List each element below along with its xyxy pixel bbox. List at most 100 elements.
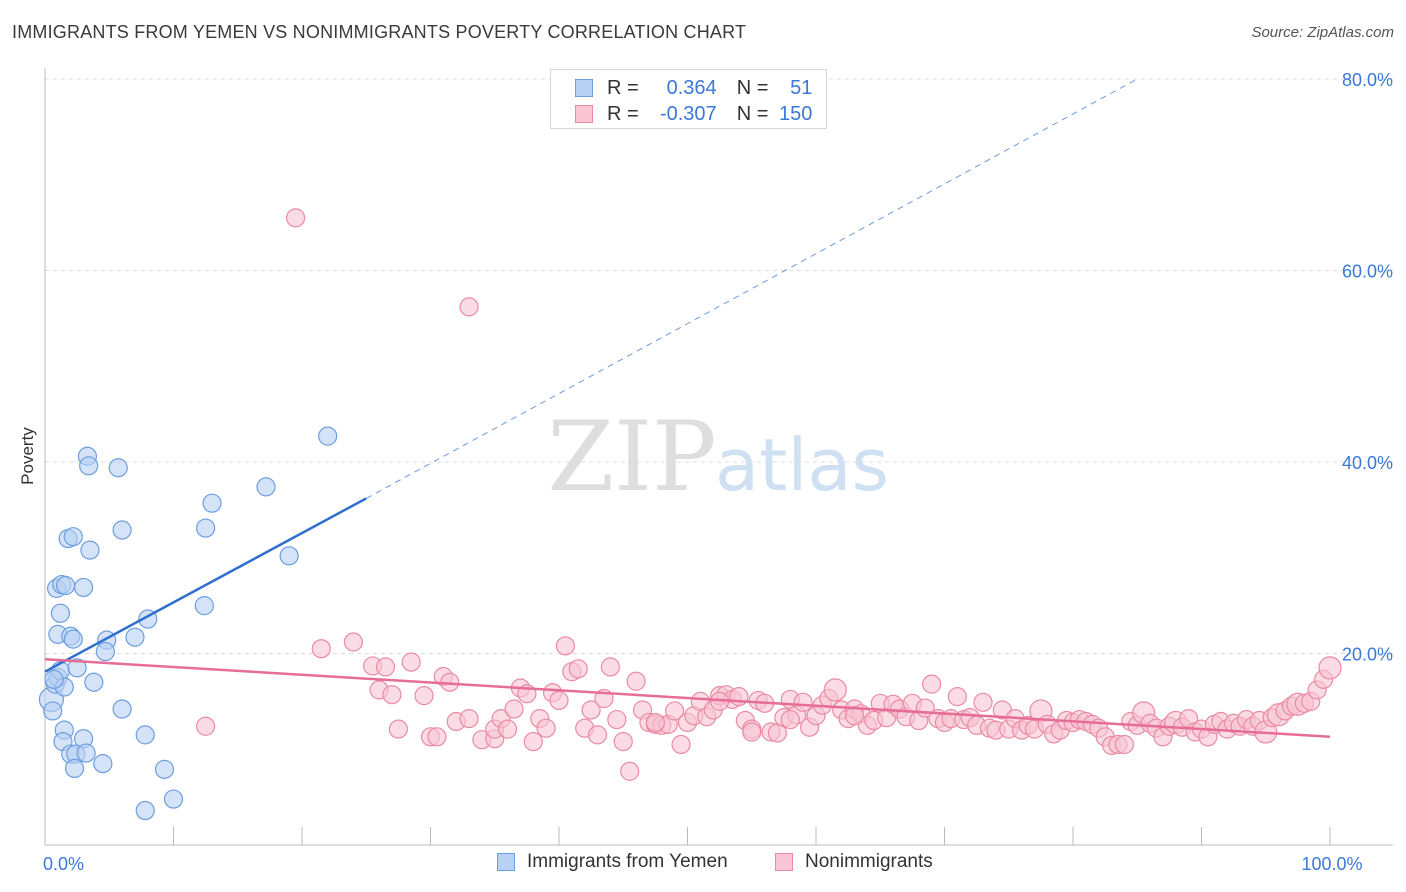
n-label: N = <box>736 76 769 99</box>
point-nonimmigrant <box>382 685 402 705</box>
point-yemen <box>67 658 87 678</box>
point-yemen <box>194 596 214 616</box>
point-yemen <box>125 627 145 647</box>
point-nonimmigrant <box>568 659 588 679</box>
point-nonimmigrant <box>844 706 865 726</box>
point-yemen <box>84 672 104 692</box>
legend-item-yemen: Immigrants from Yemen <box>497 851 728 873</box>
point-yemen <box>112 520 132 540</box>
point-nonimmigrant <box>626 671 646 691</box>
correlation-legend: R = 0.364 N = 51 R = -0.307 N = 150 <box>550 69 827 129</box>
point-nonimmigrant <box>311 639 331 659</box>
point-nonimmigrant <box>536 718 556 738</box>
watermark: ZIP atlas <box>547 401 889 513</box>
point-nonimmigrant <box>504 699 524 719</box>
chart-title: IMMIGRANTS FROM YEMEN VS NONIMMIGRANTS P… <box>12 22 747 42</box>
point-nonimmigrant <box>1114 734 1135 755</box>
trend-lines <box>44 78 1331 739</box>
point-nonimmigrant <box>793 692 813 712</box>
point-nonimmigrant <box>645 712 665 733</box>
point-yemen <box>44 669 64 689</box>
point-yemen <box>80 540 100 560</box>
y-axis-label: Poverty <box>18 427 37 485</box>
point-yemen <box>135 725 155 745</box>
legend-row-yemen: R = 0.364 N = 51 <box>575 76 812 100</box>
legend-item-nonimmigrants: Nonimmigrants <box>775 851 933 873</box>
trend-line-yemen <box>44 497 367 673</box>
point-yemen <box>93 754 113 774</box>
watermark-zip: ZIP <box>547 401 716 513</box>
legend-label-yemen: Immigrants from Yemen <box>527 851 728 872</box>
r-label: R = <box>607 76 639 99</box>
legend-swatch-yemen <box>497 853 515 871</box>
legend-swatch-nonimmigrants <box>775 853 793 871</box>
legend-swatch-nonimmigrants <box>575 105 593 123</box>
point-nonimmigrant <box>498 719 518 739</box>
point-nonimmigrant <box>196 716 216 736</box>
point-yemen <box>95 641 115 662</box>
r-value-yemen: 0.364 <box>666 76 717 99</box>
point-yemen <box>63 527 83 547</box>
n-value-yemen: 51 <box>790 76 813 99</box>
point-nonimmigrant <box>665 701 685 721</box>
point-yemen <box>196 518 216 538</box>
point-nonimmigrant <box>459 297 479 317</box>
point-nonimmigrant <box>780 709 800 730</box>
point-yemen <box>279 546 299 566</box>
point-nonimmigrant <box>922 674 942 694</box>
point-yemen <box>256 477 276 497</box>
point-nonimmigrant <box>414 686 434 706</box>
gridlines <box>45 78 1393 654</box>
point-yemen <box>154 759 175 779</box>
point-yemen <box>73 577 94 598</box>
point-yemen <box>55 575 76 596</box>
tick-labels: 20.0% 40.0% 60.0% 80.0% 0.0% 100.0% <box>43 70 1393 874</box>
legend-label-nonimmigrants: Nonimmigrants <box>805 851 933 872</box>
source-label: Source: ZipAtlas.com <box>1251 24 1394 41</box>
point-nonimmigrant <box>581 700 601 720</box>
point-yemen <box>76 743 96 763</box>
point-yemen <box>202 493 222 513</box>
point-nonimmigrant <box>607 709 627 730</box>
point-nonimmigrant <box>459 709 479 729</box>
n-value-nonimmigrants: 150 <box>779 102 813 125</box>
point-yemen <box>163 789 184 809</box>
point-nonimmigrant <box>671 734 691 755</box>
point-nonimmigrant <box>613 731 633 752</box>
y-tick-label: 80.0% <box>1342 70 1393 90</box>
point-nonimmigrant <box>600 657 621 677</box>
point-nonimmigrant <box>343 632 363 652</box>
point-yemen <box>79 456 99 476</box>
n-label: N = <box>736 102 769 125</box>
point-nonimmigrant <box>947 686 967 707</box>
point-yemen <box>43 701 63 721</box>
point-nonimmigrant <box>587 725 608 745</box>
point-nonimmigrant <box>523 731 543 752</box>
point-nonimmigrant <box>375 657 396 677</box>
watermark-atlas: atlas <box>715 423 889 507</box>
data-points <box>38 208 1342 821</box>
point-yemen <box>135 800 155 821</box>
r-label: R = <box>607 102 639 125</box>
point-nonimmigrant <box>729 686 749 707</box>
point-yemen <box>112 699 132 719</box>
x-tick-label: 100.0% <box>1301 854 1362 874</box>
point-nonimmigrant <box>388 719 408 739</box>
point-yemen <box>318 426 338 446</box>
point-nonimmigrant <box>549 690 569 711</box>
point-yemen <box>50 603 71 623</box>
point-nonimmigrant <box>620 761 640 781</box>
point-nonimmigrant <box>555 636 576 656</box>
y-tick-label: 40.0% <box>1342 453 1393 473</box>
point-nonimmigrant <box>973 692 993 712</box>
point-nonimmigrant <box>401 652 421 672</box>
trend-line-nonimmigrants <box>44 657 1331 739</box>
legend-row-nonimmigrants: R = -0.307 N = 150 <box>575 102 812 126</box>
trend-line-yemen-extension <box>366 78 1138 499</box>
r-value-nonimmigrants: -0.307 <box>659 102 717 125</box>
legend-swatch-yemen <box>575 79 593 97</box>
point-nonimmigrant <box>742 722 762 742</box>
point-nonimmigrant <box>427 727 447 747</box>
point-yemen <box>108 458 128 478</box>
